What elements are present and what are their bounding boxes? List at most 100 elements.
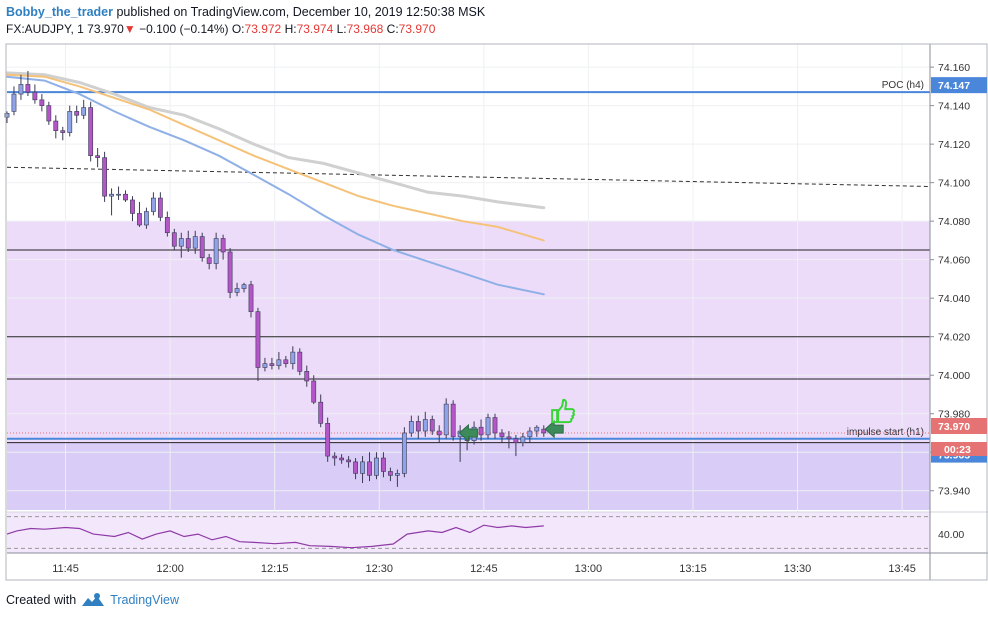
candle-down	[95, 155, 101, 158]
candle-down	[478, 426, 484, 436]
price-tick-label: 74.120	[938, 139, 970, 151]
close-label: C:	[386, 22, 399, 36]
candle-down	[157, 197, 163, 218]
candle-down	[332, 455, 338, 459]
price-tick-label: 74.080	[938, 216, 970, 228]
author-name[interactable]: Bobby_the_trader	[6, 5, 113, 19]
candle-down	[171, 232, 177, 247]
tradingview-logo-icon[interactable]	[80, 592, 106, 608]
ohlc-line: FX:AUDJPY, 1 73.970▼ −0.100 (−0.14%) O:7…	[6, 21, 485, 38]
candle-down	[25, 84, 31, 93]
candle-down	[367, 461, 372, 476]
candle-down	[541, 428, 547, 434]
countdown-badge-bg	[931, 441, 987, 456]
chart-frame	[5, 43, 988, 581]
close-value: 73.970	[398, 22, 436, 36]
moving-averages-layer	[5, 71, 546, 296]
level-label: impulse start (h1)	[847, 427, 924, 438]
candle-down	[339, 457, 345, 461]
candle-up	[360, 461, 365, 474]
time-tick-label: 12:15	[261, 563, 289, 575]
candle-down	[318, 401, 324, 424]
candle-down	[53, 120, 59, 131]
price-badge-bg[interactable]	[931, 77, 987, 94]
grid-layer	[7, 44, 930, 553]
candle-up	[18, 84, 24, 95]
price-tick-label: 74.060	[938, 255, 970, 267]
candle-up	[109, 193, 114, 197]
candle-down	[304, 371, 310, 382]
candle-up	[144, 211, 149, 226]
down-arrow-icon: ▼	[123, 22, 136, 36]
time-tick-label: 11:45	[52, 563, 79, 575]
candle-down	[185, 238, 191, 249]
candle-up	[401, 432, 407, 474]
thumbs-up-icon[interactable]	[551, 398, 575, 424]
thumbs-up-hand	[557, 398, 575, 424]
price-badge-label: 73.970	[938, 421, 970, 433]
oscillator-tick-label: 40.00	[938, 529, 964, 541]
time-tick-label: 12:45	[470, 563, 498, 575]
left-arrow-icon[interactable]	[458, 423, 478, 443]
published-text: published on TradingView.com, December 1…	[116, 5, 486, 19]
time-tick-label: 13:00	[575, 563, 603, 575]
footer: Created with TradingView	[6, 592, 179, 608]
zones-layer	[7, 221, 930, 510]
annotations-layer[interactable]	[458, 398, 575, 443]
price-tick-label: 74.140	[938, 101, 970, 113]
price-tick-label: 74.040	[938, 293, 970, 305]
candle-up	[408, 421, 414, 434]
tradingview-brand[interactable]: TradingView	[110, 593, 179, 607]
candle-down	[388, 471, 393, 476]
candle-down	[102, 157, 107, 197]
last-price: 73.970	[87, 22, 124, 36]
price-tick-label: 74.160	[938, 62, 970, 74]
candle-down	[88, 107, 94, 156]
high-label: H:	[284, 22, 297, 36]
candle-up	[276, 359, 282, 366]
candle-down	[60, 130, 66, 133]
low-value: 73.968	[346, 22, 384, 36]
candle-down	[346, 459, 351, 463]
price-badge-bg[interactable]	[931, 417, 987, 434]
time-tick-label: 13:45	[888, 563, 916, 575]
price-badge-label: 74.147	[938, 80, 970, 92]
candle-down	[353, 461, 358, 474]
candles-layer	[4, 70, 547, 487]
candle-up	[262, 363, 268, 368]
candle-down	[39, 99, 45, 106]
candle-down	[311, 380, 317, 403]
candle-up	[290, 351, 296, 364]
candle-up	[81, 107, 87, 116]
candle-down	[506, 436, 512, 440]
moving-average-orange	[6, 73, 545, 242]
open-label: O:	[231, 22, 245, 36]
candle-up	[4, 113, 10, 118]
candle-down	[499, 432, 505, 438]
candle-down	[513, 438, 519, 443]
candle-up	[234, 288, 240, 293]
created-with-text: Created with	[6, 593, 77, 607]
open-value: 73.972	[244, 22, 282, 36]
candle-up	[395, 473, 400, 476]
level-label: POC (h4)	[882, 80, 924, 91]
candle-down	[450, 403, 456, 438]
candle-up	[67, 111, 73, 133]
time-tick-label: 13:15	[679, 563, 707, 575]
candle-down	[297, 351, 303, 372]
candle-down	[415, 421, 421, 432]
price-tick-label: 73.940	[938, 486, 970, 498]
chart-header: Bobby_the_trader published on TradingVie…	[6, 4, 485, 38]
candle-up	[520, 436, 526, 443]
price-zone-dark	[7, 442, 930, 510]
price-zone-light	[7, 221, 930, 443]
candle-down	[74, 111, 80, 116]
change-value: −0.100 (−0.14%)	[139, 22, 229, 36]
high-value: 73.974	[296, 22, 334, 36]
candle-up	[178, 238, 184, 247]
low-label: L:	[336, 22, 347, 36]
candle-up	[213, 238, 219, 264]
price-tick-label: 73.980	[938, 409, 970, 421]
candle-down	[46, 105, 52, 122]
